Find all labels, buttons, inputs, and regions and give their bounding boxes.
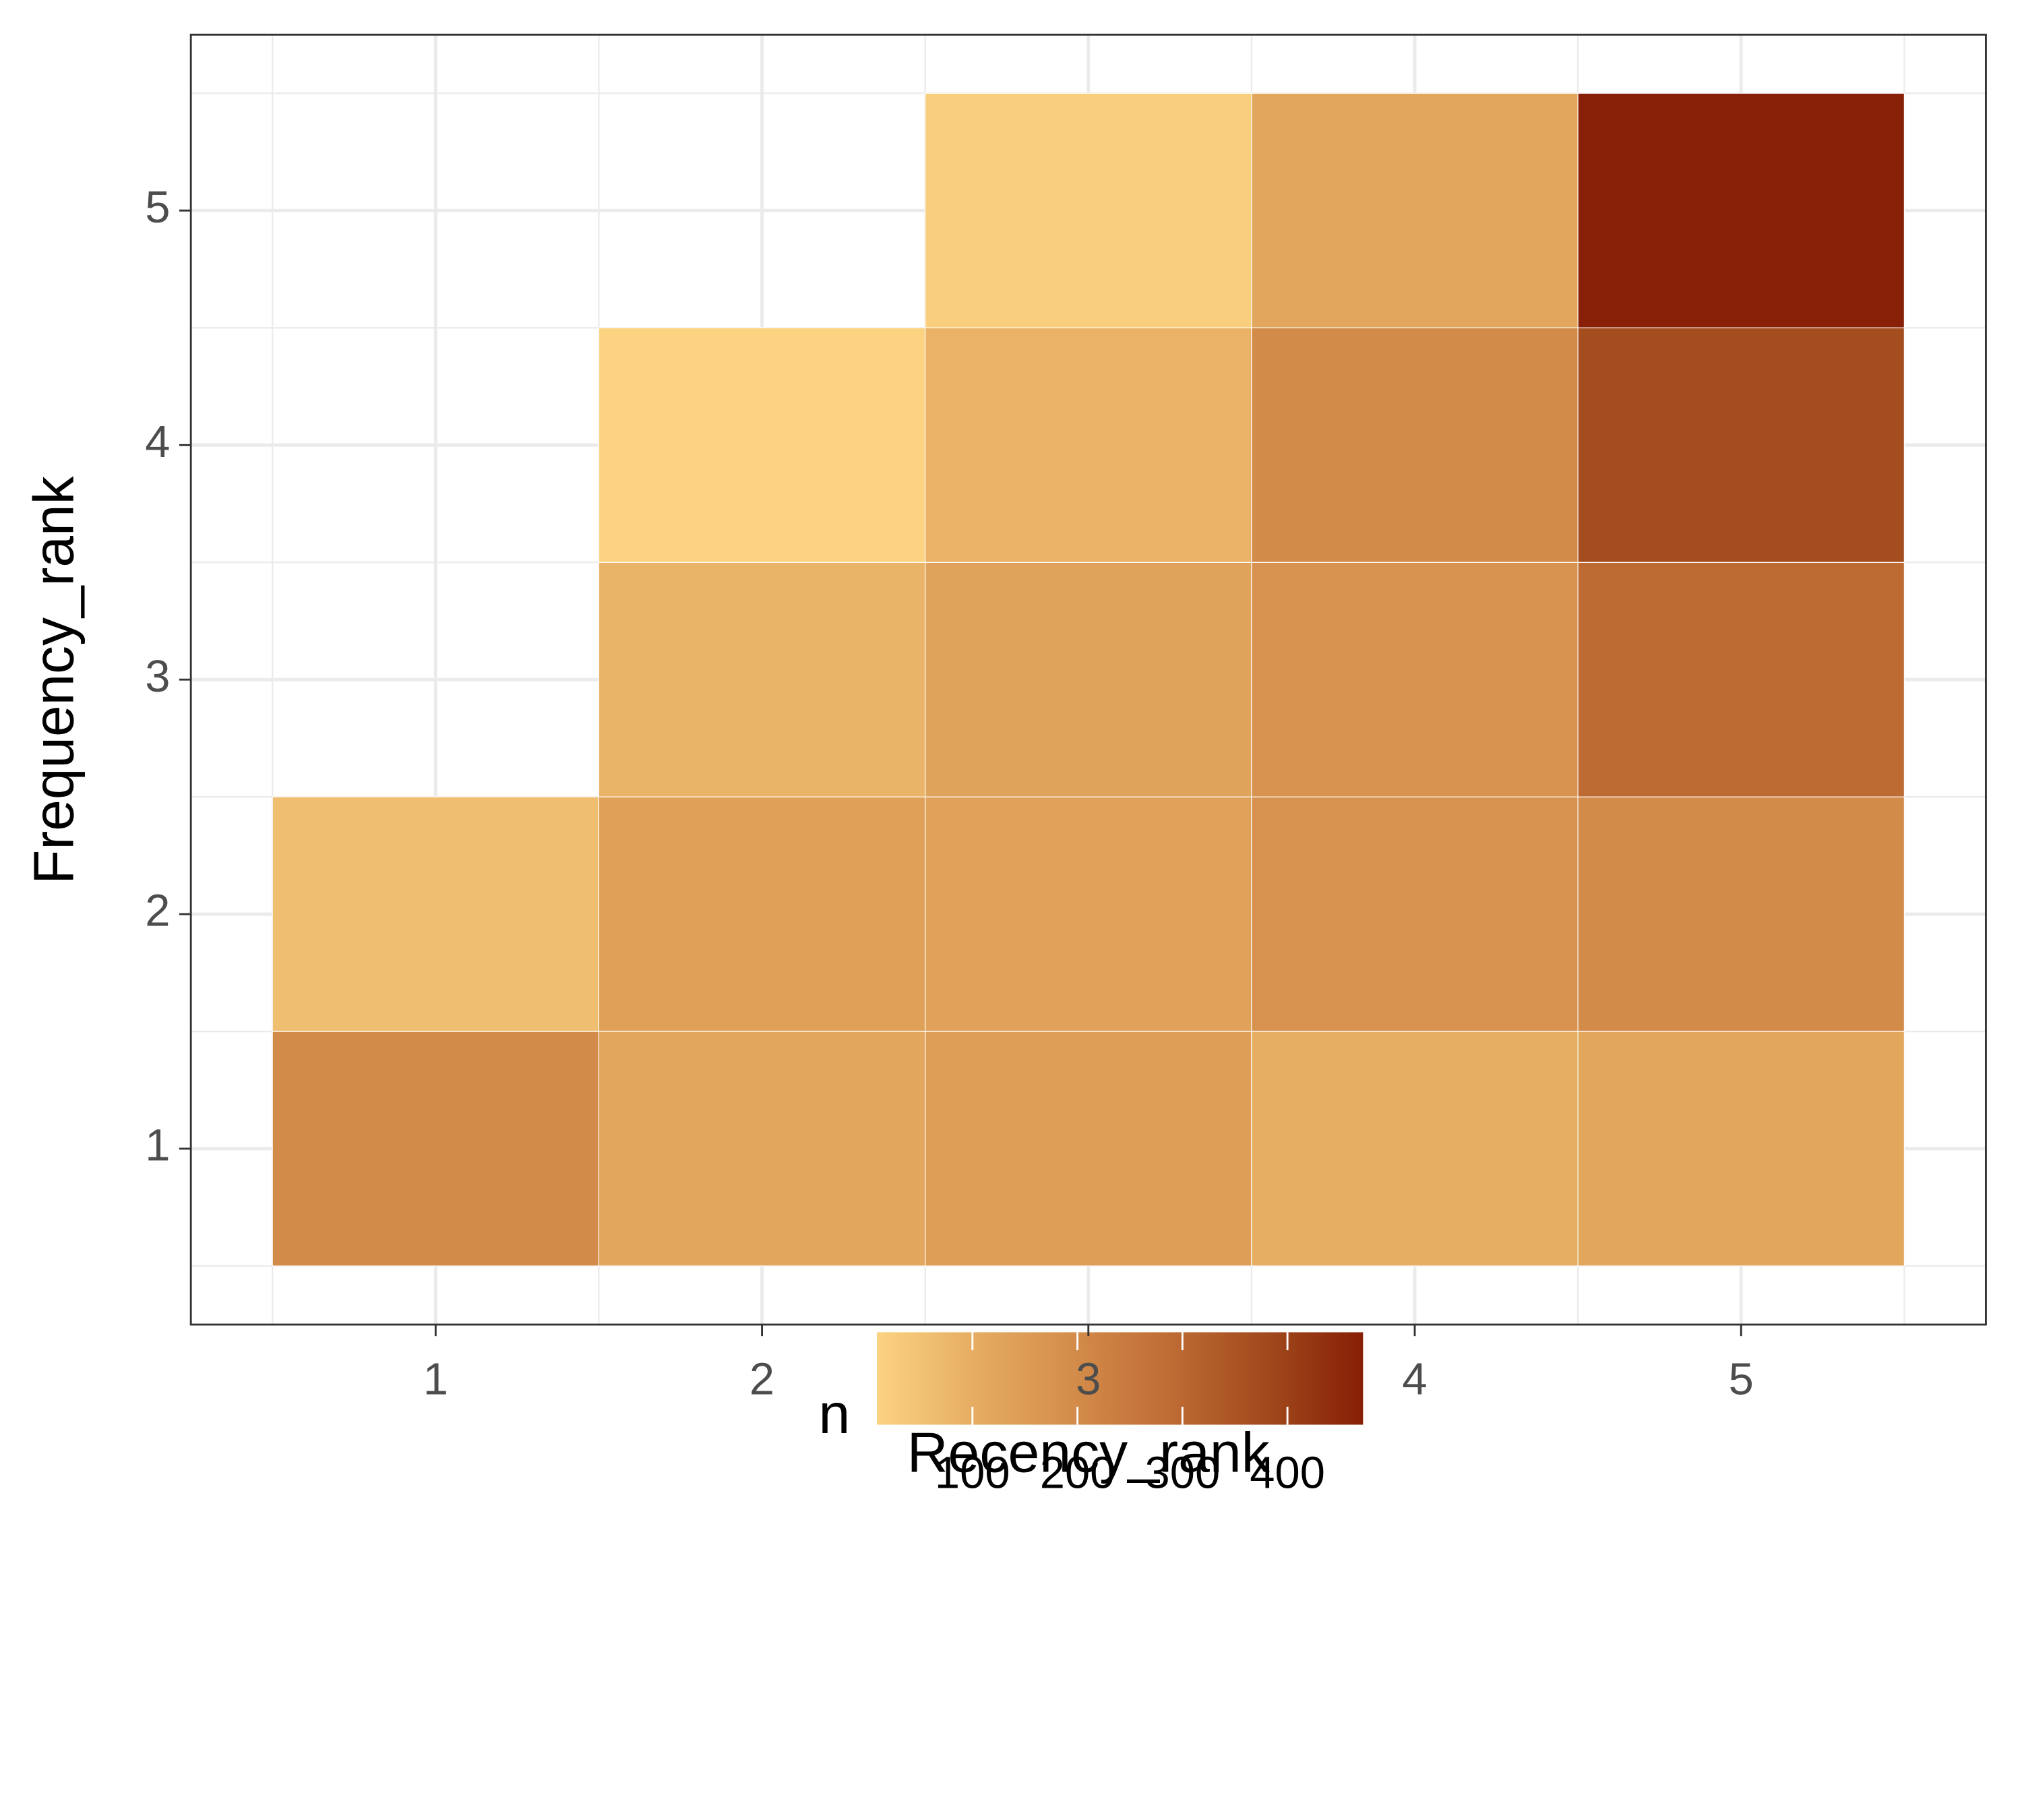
y-tick-label: 5 bbox=[145, 183, 170, 233]
heatmap-cell bbox=[925, 92, 1252, 328]
heatmap-cell bbox=[925, 1031, 1252, 1267]
y-tick-label: 4 bbox=[145, 417, 170, 467]
heatmap-cell bbox=[1251, 1031, 1579, 1267]
heatmap-cell bbox=[925, 327, 1252, 563]
heatmap-cell bbox=[1251, 327, 1579, 563]
x-tick-label: 3 bbox=[1076, 1354, 1101, 1404]
y-tick-label: 1 bbox=[145, 1121, 170, 1171]
heatmap-cell bbox=[1577, 796, 1905, 1032]
heatmap-cell bbox=[598, 796, 926, 1032]
x-axis-title: Recency_rank bbox=[907, 1420, 1270, 1484]
x-tick-label: 1 bbox=[423, 1354, 448, 1404]
y-axis-title: Frequency_rank bbox=[22, 476, 85, 884]
heatmap-cell bbox=[598, 1031, 926, 1267]
heatmap-cell bbox=[925, 796, 1252, 1032]
y-tick-label: 2 bbox=[145, 886, 170, 936]
colorbar-tick-label: 200 bbox=[1040, 1448, 1115, 1498]
x-tick-label: 2 bbox=[749, 1354, 774, 1404]
heatmap-cell bbox=[1577, 327, 1905, 563]
heatmap-cell bbox=[1577, 562, 1905, 797]
heatmap-cell bbox=[1577, 1031, 1905, 1267]
heatmap-cell bbox=[1251, 92, 1579, 328]
y-tick-label: 3 bbox=[145, 652, 170, 702]
x-tick-label: 5 bbox=[1729, 1354, 1754, 1404]
colorbar-tick-label: 300 bbox=[1145, 1448, 1221, 1498]
legend-title: n bbox=[818, 1382, 850, 1445]
colorbar-tick-label: 400 bbox=[1250, 1448, 1325, 1498]
heatmap-cell bbox=[1251, 796, 1579, 1032]
x-tick-label: 4 bbox=[1402, 1354, 1427, 1404]
heatmap-cell bbox=[1251, 562, 1579, 797]
heatmap-cell bbox=[598, 562, 926, 797]
heatmap-cell bbox=[272, 796, 600, 1032]
heatmap-cell bbox=[272, 1031, 600, 1267]
heatmap-cell bbox=[1577, 92, 1905, 328]
heatmap-cell bbox=[598, 327, 926, 563]
heatmap-cell bbox=[925, 562, 1252, 797]
colorbar-tick-label: 100 bbox=[935, 1448, 1010, 1498]
colorbar bbox=[877, 1332, 1364, 1425]
